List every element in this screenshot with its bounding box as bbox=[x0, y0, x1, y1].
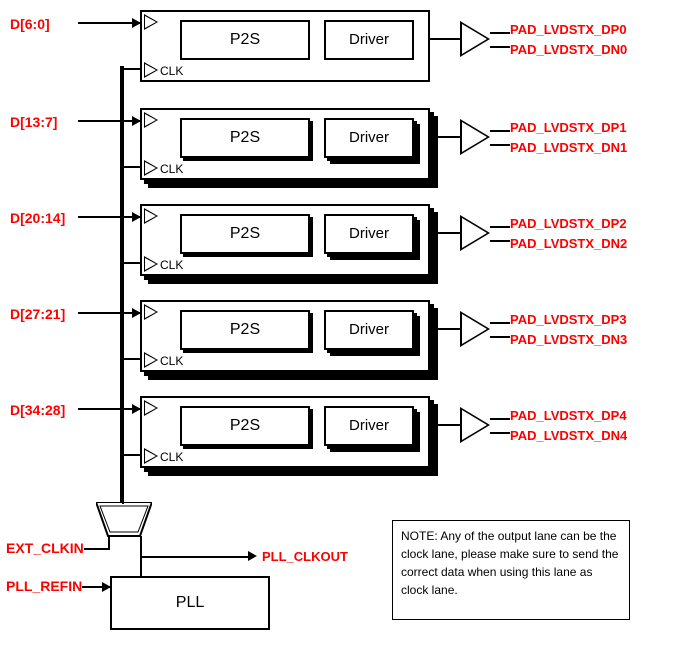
clk-tap-line bbox=[122, 166, 140, 168]
driver-block: Driver bbox=[324, 406, 414, 446]
p2s-block: P2S bbox=[180, 118, 310, 158]
lane-to-buffer-line bbox=[430, 38, 460, 40]
driver-block: Driver bbox=[324, 20, 414, 60]
output-buffer-icon bbox=[460, 311, 490, 347]
dp-line bbox=[490, 418, 510, 420]
dp-line bbox=[490, 32, 510, 34]
pll-refin-label: PLL_REFIN bbox=[6, 578, 82, 594]
note-box: NOTE: Any of the output lane can be the … bbox=[392, 520, 630, 620]
ext-clkin-label: EXT_CLKIN bbox=[6, 540, 84, 556]
ext-clkin-line bbox=[84, 548, 110, 550]
dn-line bbox=[490, 336, 510, 338]
pll-up-v bbox=[140, 548, 142, 576]
data-input-arrow bbox=[78, 22, 140, 24]
pll-refin-arrow bbox=[82, 586, 110, 588]
clk-in-port-icon bbox=[144, 352, 158, 368]
driver-block: Driver bbox=[324, 214, 414, 254]
output-buffer-icon bbox=[460, 215, 490, 251]
data-input-label: D[20:14] bbox=[10, 210, 65, 226]
data-input-arrow bbox=[78, 120, 140, 122]
data-input-arrow bbox=[78, 216, 140, 218]
lane-to-buffer-line bbox=[438, 424, 460, 426]
p2s-block: P2S bbox=[180, 406, 310, 446]
pll-block: PLL bbox=[110, 576, 270, 630]
serializer-lane: CLK P2S Driver bbox=[140, 300, 430, 372]
data-input-label: D[13:7] bbox=[10, 114, 57, 130]
pad-dp-label: PAD_LVDSTX_DP4 bbox=[510, 408, 627, 423]
serializer-lane: CLK P2S Driver bbox=[140, 10, 430, 82]
output-buffer-icon bbox=[460, 119, 490, 155]
data-in-port-icon bbox=[144, 208, 158, 224]
dn-line bbox=[490, 240, 510, 242]
data-in-port-icon bbox=[144, 400, 158, 416]
clk-in-port-icon bbox=[144, 160, 158, 176]
pad-dn-label: PAD_LVDSTX_DN0 bbox=[510, 42, 627, 57]
clk-label: CLK bbox=[160, 162, 183, 176]
p2s-block: P2S bbox=[180, 310, 310, 350]
pad-dp-label: PAD_LVDSTX_DP2 bbox=[510, 216, 627, 231]
p2s-block: P2S bbox=[180, 214, 310, 254]
clk-label: CLK bbox=[160, 450, 183, 464]
clk-in-port-icon bbox=[144, 448, 158, 464]
clk-tap-line bbox=[122, 68, 140, 70]
clock-mux bbox=[96, 502, 152, 542]
data-input-label: D[6:0] bbox=[10, 16, 50, 32]
lane-to-buffer-line bbox=[438, 328, 460, 330]
pad-dp-label: PAD_LVDSTX_DP1 bbox=[510, 120, 627, 135]
p2s-block: P2S bbox=[180, 20, 310, 60]
pll-clkout-label: PLL_CLKOUT bbox=[262, 549, 348, 564]
clk-in-port-icon bbox=[144, 256, 158, 272]
dp-line bbox=[490, 226, 510, 228]
pad-dn-label: PAD_LVDSTX_DN4 bbox=[510, 428, 627, 443]
serializer-lane: CLK P2S Driver bbox=[140, 396, 430, 468]
mux-out-line bbox=[122, 498, 124, 504]
lane-to-buffer-line bbox=[438, 232, 460, 234]
output-buffer-icon bbox=[460, 21, 490, 57]
output-buffer-icon bbox=[460, 407, 490, 443]
note-text: NOTE: Any of the output lane can be the … bbox=[401, 529, 618, 597]
clk-label: CLK bbox=[160, 64, 183, 78]
diagram-canvas: D[6:0] CLK P2S Driver PAD_LVDSTX_DP0 PAD_LVDS… bbox=[0, 0, 700, 654]
clk-tap-line bbox=[122, 262, 140, 264]
driver-block: Driver bbox=[324, 118, 414, 158]
clk-tap-line bbox=[122, 358, 140, 360]
data-input-label: D[34:28] bbox=[10, 402, 65, 418]
serializer-lane: CLK P2S Driver bbox=[140, 204, 430, 276]
driver-block: Driver bbox=[324, 310, 414, 350]
data-in-port-icon bbox=[144, 14, 158, 30]
serializer-lane: CLK P2S Driver bbox=[140, 108, 430, 180]
data-input-arrow bbox=[78, 312, 140, 314]
dn-line bbox=[490, 432, 510, 434]
pll-label: PLL bbox=[176, 594, 204, 611]
data-input-label: D[27:21] bbox=[10, 306, 65, 322]
pad-dp-label: PAD_LVDSTX_DP3 bbox=[510, 312, 627, 327]
pad-dn-label: PAD_LVDSTX_DN2 bbox=[510, 236, 627, 251]
clk-label: CLK bbox=[160, 354, 183, 368]
pad-dp-label: PAD_LVDSTX_DP0 bbox=[510, 22, 627, 37]
dn-line bbox=[490, 46, 510, 48]
clk-tap-line bbox=[122, 454, 140, 456]
dp-line bbox=[490, 130, 510, 132]
pll-clkout-arrowhead bbox=[248, 551, 257, 561]
clk-in-port-icon bbox=[144, 62, 158, 78]
data-input-arrow bbox=[78, 408, 140, 410]
pad-dn-label: PAD_LVDSTX_DN1 bbox=[510, 140, 627, 155]
clock-bus-vertical bbox=[120, 66, 124, 510]
lane-to-buffer-line bbox=[438, 136, 460, 138]
pll-clkout-line bbox=[140, 556, 250, 558]
data-in-port-icon bbox=[144, 112, 158, 128]
dn-line bbox=[490, 144, 510, 146]
data-in-port-icon bbox=[144, 304, 158, 320]
pad-dn-label: PAD_LVDSTX_DN3 bbox=[510, 332, 627, 347]
dp-line bbox=[490, 322, 510, 324]
clk-label: CLK bbox=[160, 258, 183, 272]
